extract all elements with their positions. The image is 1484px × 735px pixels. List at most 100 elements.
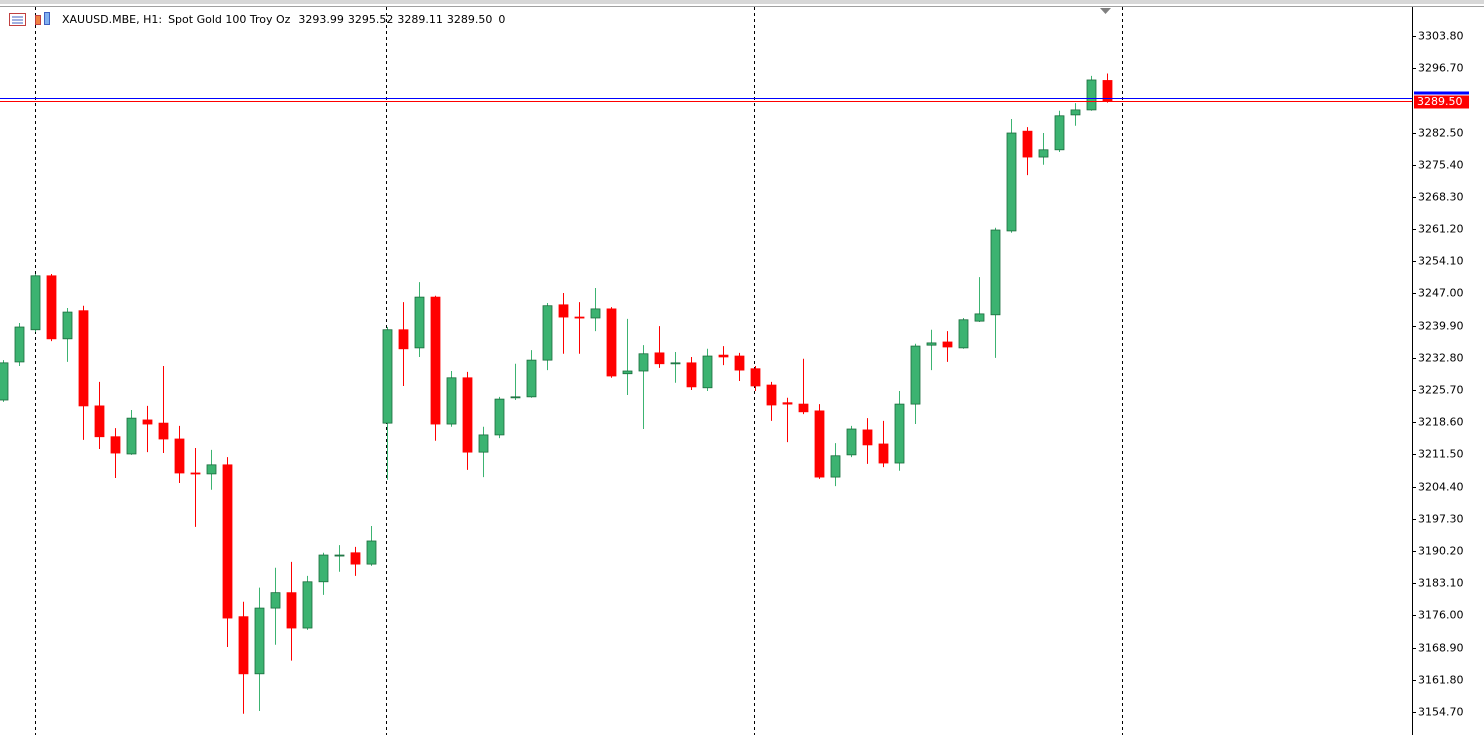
candle-body — [174, 438, 185, 474]
y-tick-label: 3232.80 — [1418, 352, 1464, 365]
candle-body — [734, 355, 745, 371]
candle-body — [750, 368, 761, 387]
candle-body — [894, 403, 905, 464]
candle-body — [382, 329, 393, 424]
y-tick-label: 3204.40 — [1418, 481, 1464, 494]
period-separators — [35, 7, 1123, 735]
header-close: 3289.50 — [447, 13, 493, 26]
candle-body — [366, 540, 377, 565]
y-tick-label: 3183.10 — [1418, 577, 1464, 590]
candle-body — [590, 308, 601, 319]
candle-body — [974, 313, 985, 322]
candle-body — [190, 472, 201, 475]
y-tick-label: 3261.20 — [1418, 223, 1464, 236]
y-tick-label: 3225.70 — [1418, 384, 1464, 397]
candle-body — [558, 304, 569, 318]
candle-body — [702, 355, 713, 389]
candle-body — [718, 354, 729, 358]
header-high: 3295.52 — [348, 13, 394, 26]
candle-body — [510, 396, 521, 399]
candle-body — [414, 296, 425, 349]
candle-body — [814, 410, 825, 478]
candle-body — [398, 329, 409, 350]
y-tick-label: 3197.30 — [1418, 513, 1464, 526]
y-tick-label: 3218.60 — [1418, 416, 1464, 429]
candle-body — [462, 377, 473, 453]
y-tick-label: 3239.90 — [1418, 320, 1464, 333]
y-tick-label: 3211.50 — [1418, 448, 1464, 461]
y-tick-label: 3296.70 — [1418, 62, 1464, 75]
candle-body — [798, 403, 809, 413]
candle-body — [830, 455, 841, 478]
candle-body — [78, 310, 89, 407]
candle-body — [30, 275, 41, 331]
candle-body — [206, 464, 217, 475]
candle-body — [942, 341, 953, 348]
candle-body — [334, 554, 345, 557]
candle-body — [14, 326, 25, 363]
y-tick-label: 3282.50 — [1418, 127, 1464, 140]
candle-body — [654, 352, 665, 365]
header-text: XAUUSD.MBE, H1: Spot Gold 100 Troy Oz 3293… — [62, 13, 505, 26]
candle-body — [446, 377, 457, 425]
candle-body — [638, 353, 649, 372]
candle-body — [142, 419, 153, 425]
candle-body — [158, 422, 169, 440]
symbol: XAUUSD.MBE, H1: — [62, 13, 162, 26]
candle-body — [0, 362, 9, 401]
candle-body — [270, 592, 281, 609]
candle-body — [686, 362, 697, 388]
candle-body — [94, 405, 105, 438]
candle-body — [846, 428, 857, 456]
candle-body — [46, 275, 57, 340]
y-tick-label: 3303.80 — [1418, 30, 1464, 43]
header-low: 3289.11 — [397, 13, 443, 26]
candle-body — [766, 384, 777, 406]
candle-body — [1086, 79, 1097, 111]
candle-body — [1022, 130, 1033, 158]
candle-body — [574, 316, 585, 319]
candle-body — [1102, 80, 1113, 102]
header-volume: 0 — [498, 13, 505, 26]
candle-body — [286, 592, 297, 629]
y-tick-label: 3161.80 — [1418, 674, 1464, 687]
candle-body — [1070, 109, 1081, 116]
candle-body — [926, 342, 937, 346]
bar-icon[interactable] — [35, 15, 41, 25]
candle-body — [910, 345, 921, 405]
candle-body — [430, 296, 441, 425]
y-tick-label: 3254.10 — [1418, 255, 1464, 268]
bid-label-box — [1414, 95, 1469, 109]
candle-body — [542, 305, 553, 361]
candle-body — [110, 436, 121, 454]
header-open: 3293.99 — [298, 13, 344, 26]
candle-body — [126, 417, 137, 455]
candle-body — [478, 434, 489, 453]
bar-icon[interactable] — [44, 12, 50, 25]
candle-body — [862, 429, 873, 446]
candle-body — [606, 308, 617, 377]
y-tick-label: 3168.90 — [1418, 642, 1464, 655]
shift-marker — [1100, 8, 1111, 14]
y-tick-label: 3190.20 — [1418, 545, 1464, 558]
ask-marker — [1414, 91, 1469, 95]
candle-body — [238, 616, 249, 675]
candle-body — [62, 311, 73, 340]
candle-body — [494, 398, 505, 436]
candle-body — [350, 552, 361, 565]
top-bar — [0, 0, 1484, 4]
candle-body — [302, 581, 313, 629]
y-tick-label: 3275.40 — [1418, 159, 1464, 172]
bid-label: 3289.50 — [1417, 95, 1463, 108]
candle-body — [1006, 132, 1017, 232]
candle-body — [782, 402, 793, 405]
candle-body — [1054, 115, 1065, 151]
description: Spot Gold 100 Troy Oz — [168, 13, 291, 26]
candle-body — [622, 370, 633, 375]
y-tick-label: 3176.00 — [1418, 609, 1464, 622]
y-tick-label: 3268.30 — [1418, 191, 1464, 204]
candle-body — [670, 362, 681, 365]
candle-body — [958, 319, 969, 349]
